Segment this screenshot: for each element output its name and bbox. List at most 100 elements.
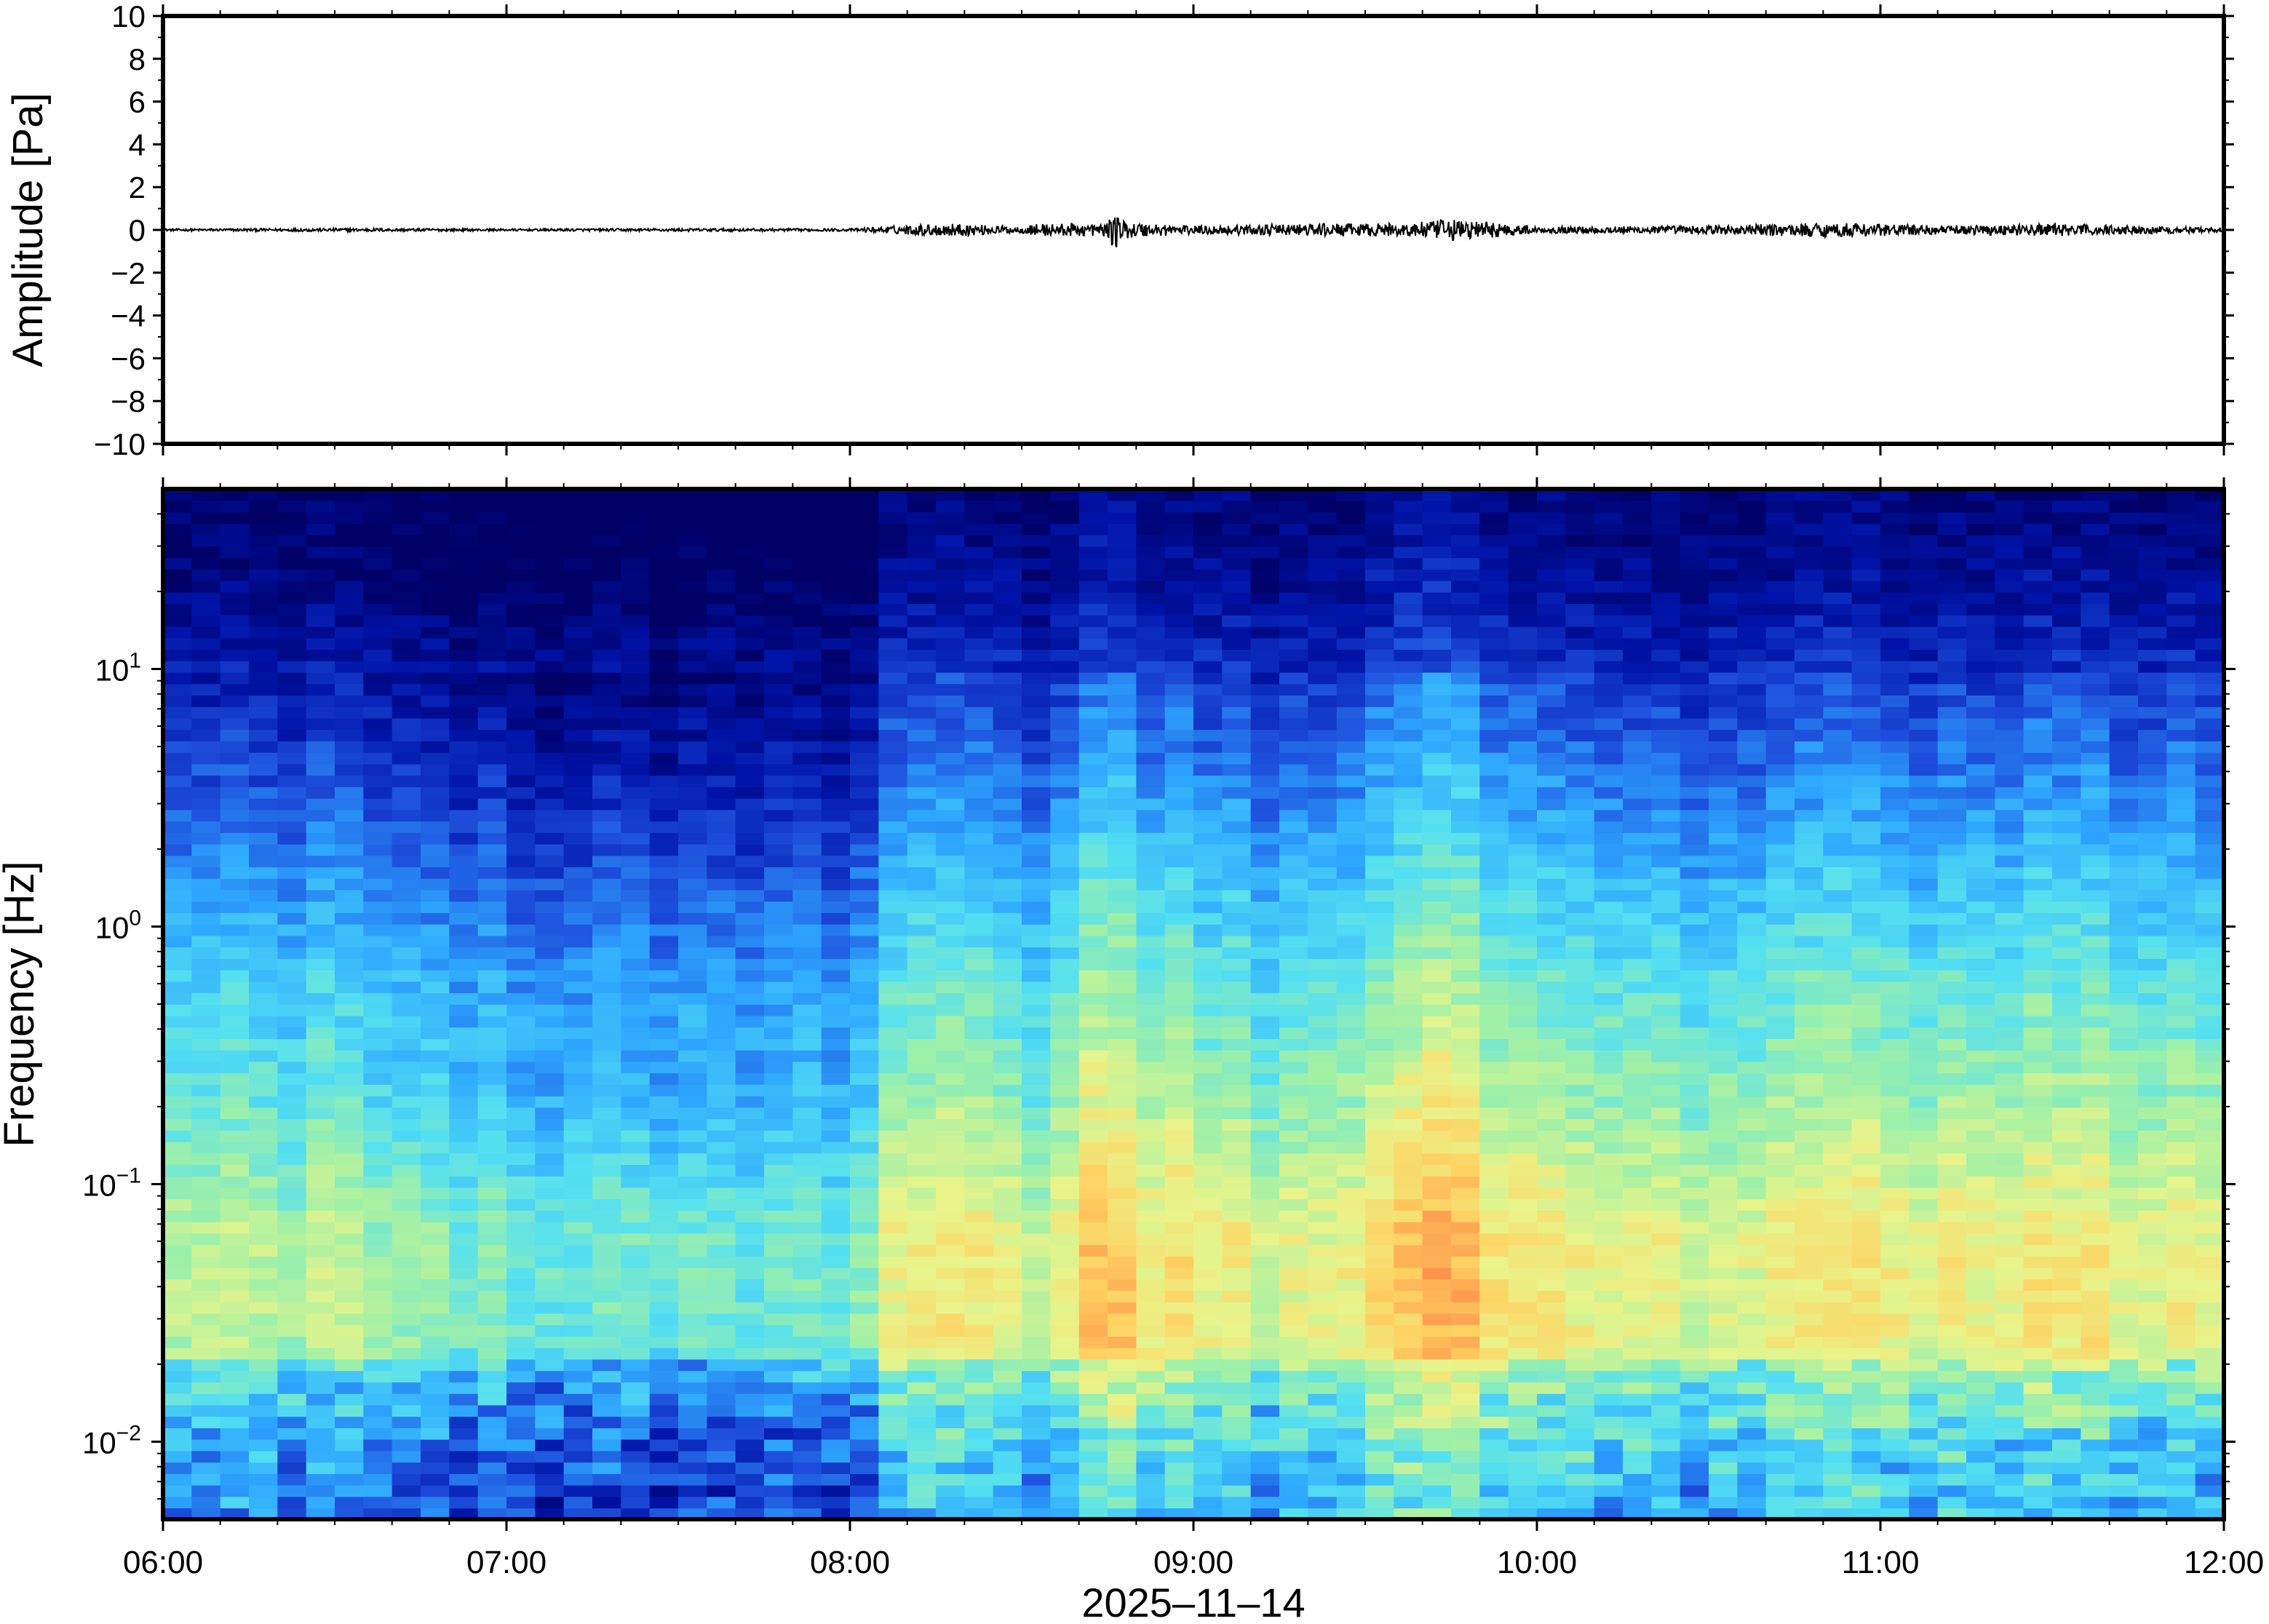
spectrogram-cell (1537, 1370, 1567, 1382)
spectrogram-cell (936, 1508, 966, 1520)
spectrogram-cell (964, 821, 994, 833)
spectrogram-cell (1022, 1324, 1052, 1337)
spectrogram-cell (220, 775, 250, 787)
spectrogram-cell (163, 1404, 193, 1417)
spectrogram-cell (621, 1130, 651, 1142)
spectrogram-cell (449, 1153, 479, 1166)
spectrogram-cell (1164, 592, 1194, 605)
spectrogram-cell (878, 901, 908, 913)
spectrogram-cell (1136, 877, 1166, 891)
spectrogram-cell (1222, 649, 1252, 661)
spectrogram-cell (1336, 626, 1366, 639)
spectrogram-cell (1250, 981, 1280, 994)
spectrogram-cell (1022, 1404, 1052, 1417)
spectrogram-cell (1336, 649, 1366, 661)
spectrogram-cell (477, 1382, 507, 1394)
spectrogram-cell (1279, 661, 1309, 673)
spectrogram-cell (1078, 1244, 1108, 1257)
spectrogram-cell (1164, 1313, 1194, 1326)
spectrogram-cell (649, 1130, 679, 1142)
spectrogram-cell (678, 1027, 708, 1039)
spectrogram-cell (1594, 1027, 1624, 1039)
spectrogram-cell (735, 1267, 765, 1280)
spectrogram-cell (993, 1484, 1022, 1497)
spectrogram-cell (1222, 1244, 1252, 1257)
spectrogram-cell (1336, 763, 1366, 776)
spectrogram-cell (392, 592, 421, 605)
spectrogram-cell (1623, 695, 1653, 707)
spectrogram-cell (964, 752, 994, 765)
spectrogram-cell (191, 569, 221, 581)
spectrogram-cell (964, 489, 994, 501)
spectrogram-cell (220, 1038, 250, 1051)
spectrogram-cell (363, 1462, 393, 1474)
spectrogram-cell (1422, 672, 1452, 685)
spectrogram-cell (1651, 1508, 1681, 1520)
spectrogram-cell (421, 797, 450, 811)
spectrogram-cell (421, 1015, 450, 1028)
spectrogram-cell (306, 1107, 335, 1120)
spectrogram-cell (735, 1508, 765, 1520)
spectrogram-cell (477, 832, 507, 845)
spectrogram-cell (678, 797, 708, 811)
spectrogram-cell (1308, 717, 1338, 731)
spectrogram-cell (735, 741, 765, 753)
spectrogram-cell (1451, 1404, 1481, 1417)
spectrogram-cell (1279, 1336, 1309, 1348)
spectrogram-cell (592, 1393, 622, 1406)
spectrogram-cell (1479, 763, 1509, 776)
spectrogram-cell (850, 1061, 880, 1074)
spectrogram-cell (707, 717, 736, 731)
spectrogram-cell (363, 1324, 393, 1337)
spectrogram-cell (163, 809, 193, 822)
spectrogram-cell (449, 1428, 479, 1440)
spectrogram-cell (1394, 1095, 1423, 1108)
spectrogram-cell (563, 1256, 593, 1268)
spectrogram-cell (1537, 649, 1567, 661)
spectrogram-cell (621, 1324, 651, 1337)
spectrogram-cell (1565, 1153, 1595, 1166)
spectrogram-cell (1022, 649, 1052, 661)
spectrogram-cell (707, 992, 736, 1005)
spectrogram-cell (1308, 877, 1338, 891)
spectrogram-cell (1279, 901, 1309, 913)
spectrogram-cell (1623, 592, 1653, 605)
spectrogram-cell (1136, 592, 1166, 605)
spectrogram-cell (1308, 1027, 1338, 1039)
spectrogram-cell (1078, 752, 1108, 765)
spectrogram-cell (363, 981, 393, 994)
spectrogram-cell (936, 1336, 966, 1348)
spectrogram-cell (592, 1107, 622, 1120)
spectrogram-cell (907, 695, 937, 707)
spectrogram-cell (678, 923, 708, 936)
spectrogram-cell (1451, 1290, 1481, 1302)
spectrogram-cell (1222, 1004, 1252, 1016)
spectrogram-cell (907, 1370, 937, 1382)
spectrogram-cell (821, 775, 851, 787)
spectrogram-cell (1164, 706, 1194, 719)
spectrogram-cell (421, 523, 450, 536)
spectrogram-cell (964, 877, 994, 891)
spectrogram-cell (392, 889, 421, 902)
spectrogram-cell (249, 797, 279, 811)
spectrogram-cell (1222, 1484, 1252, 1497)
spectrogram-cell (964, 1107, 994, 1120)
spectrogram-cell (163, 1004, 193, 1016)
spectrogram-cell (1108, 935, 1137, 948)
spectrogram-cell (1078, 1508, 1108, 1520)
spectrogram-cell (936, 1221, 966, 1234)
spectrogram-cell (1136, 1438, 1166, 1452)
spectrogram-cell (306, 1473, 335, 1486)
spectrogram-cell (1422, 1278, 1452, 1291)
spectrogram-cell (1479, 901, 1509, 913)
spectrogram-cell (563, 763, 593, 776)
spectrogram-cell (821, 1061, 851, 1074)
spectrogram-cell (1479, 923, 1509, 936)
spectrogram-cell (392, 1072, 421, 1085)
spectrogram-cell (1164, 981, 1194, 994)
spectrogram-cell (335, 867, 365, 879)
spectrogram-cell (1565, 992, 1595, 1005)
spectrogram-cell (1537, 1061, 1567, 1074)
spectrogram-cell (1050, 695, 1080, 707)
spectrogram-cell (878, 615, 908, 627)
